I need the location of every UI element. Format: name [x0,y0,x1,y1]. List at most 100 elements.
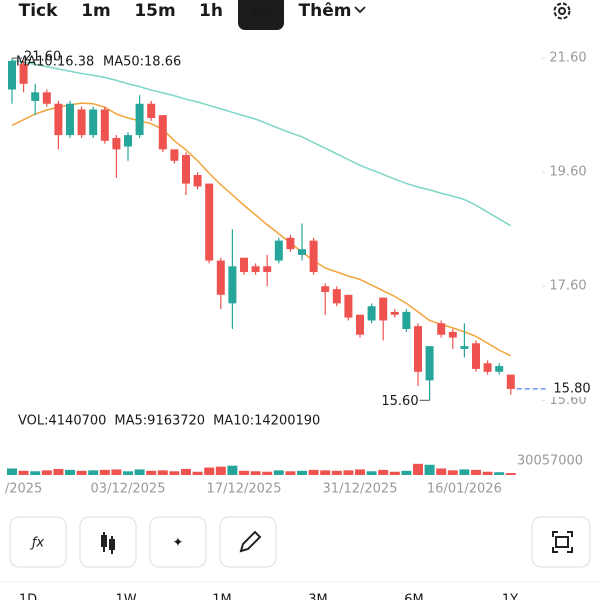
candle-body [42,92,51,104]
volume-bar [436,468,447,475]
volume-bar [169,471,180,475]
tab[interactable]: 1m [81,1,111,21]
candle-body [448,331,457,338]
y-tick-label: 17.60 [549,279,586,294]
pencil-icon [239,530,262,553]
period-tab[interactable]: 1W [115,593,136,600]
candle-body [286,237,295,250]
candle-body [112,137,121,150]
x-tick-label: /2025 [5,482,42,497]
volume-bar [494,472,505,475]
tab[interactable]: Thêm [299,1,352,21]
candle-body [251,266,260,272]
volume-bar [355,469,365,475]
candle-body [124,135,132,147]
volume-bar [378,469,389,475]
candle-body [472,343,480,369]
candle-body [414,326,422,372]
candle-body [135,103,144,136]
candle-body [19,63,28,84]
candle-body [390,311,399,315]
candle-body [425,346,434,381]
candle-body [506,374,515,389]
ai-button[interactable] [149,516,207,568]
volume-bar [320,470,331,475]
volume-bar [239,470,249,475]
volume-bar [262,471,273,475]
candle-body [8,60,16,90]
y-tick-label: 19.60 [549,165,586,180]
candle-body [309,240,318,272]
tab[interactable]: 15m [134,1,175,21]
chevron[interactable] [354,6,366,14]
draw-button[interactable] [219,516,277,568]
low-marker-label: 15.60 [381,394,418,409]
x-tick-label: 16/01/2026 [427,482,502,497]
volume-legend: VOL:4140700 [18,414,106,429]
candle-body [437,323,446,335]
candle-body [228,266,237,304]
period-tab[interactable]: 1Y [502,593,518,600]
volume-legend: MA5:9163720 [114,414,205,429]
volume-bar [157,470,168,475]
x-tick-label: 31/12/2025 [323,482,398,497]
tab[interactable]: Tick [19,1,59,21]
volume-bar [424,464,435,475]
x-tick-label: 17/12/2025 [207,482,282,497]
indicator-button[interactable] [9,516,67,568]
volume-bar [123,471,133,475]
fx-icon: ƒx [29,536,45,551]
candle-body [379,297,388,321]
settings-icon[interactable] [553,2,571,20]
ma-line [11,59,512,227]
candle-body [193,175,202,187]
volume-bar [18,470,29,475]
volume-bar [204,467,215,475]
candle-body [216,260,225,295]
volume-bar [343,470,354,475]
legend-entry: MA50:18.66 [103,55,181,70]
candle-body [332,289,341,304]
volume-bar [401,470,412,475]
candle-body [298,249,306,255]
volume-bar [146,470,157,475]
candle-body [356,314,364,335]
last-price-bg [550,380,592,397]
candle-body [483,363,492,372]
legend-entry: MA10:16.38 [16,55,94,70]
candle-body [77,109,86,136]
volume-bar [471,469,481,475]
period-tab[interactable]: 6M [404,593,424,600]
period-tab[interactable]: 1M [212,593,232,600]
tab[interactable]: 1h [199,1,223,21]
volume-bar [273,470,284,475]
period-tab[interactable]: 1D [19,593,37,600]
volume-bar [41,470,52,475]
x-tick-label: 03/12/2025 [91,482,166,497]
volume-bar [297,470,307,475]
candle-body [321,286,330,292]
volume-bar [134,469,145,475]
volume-bar [111,469,122,475]
candle-body [367,306,376,321]
candle-body [66,103,74,136]
volume-bar [53,468,64,475]
candle-type-button[interactable] [79,516,137,568]
volume-bar [447,470,458,475]
tab[interactable]: 1D [248,1,274,21]
volume-bar [76,470,87,475]
volume-bar [389,471,400,475]
ma-line [11,102,512,357]
candle-body [344,294,353,318]
volume-bar [482,471,493,475]
fullscreen-button[interactable] [531,516,591,568]
period-tab[interactable]: 3M [308,593,328,600]
tab-selected-bg [238,0,284,30]
fullscreen-icon [552,531,573,553]
candle-body [182,155,190,184]
volume-bar [215,466,226,475]
candle-icon [101,532,115,554]
volume-legend: MA10:14200190 [213,414,320,429]
volume-bar [505,473,516,475]
high-marker-label: 21.60 [24,50,61,65]
